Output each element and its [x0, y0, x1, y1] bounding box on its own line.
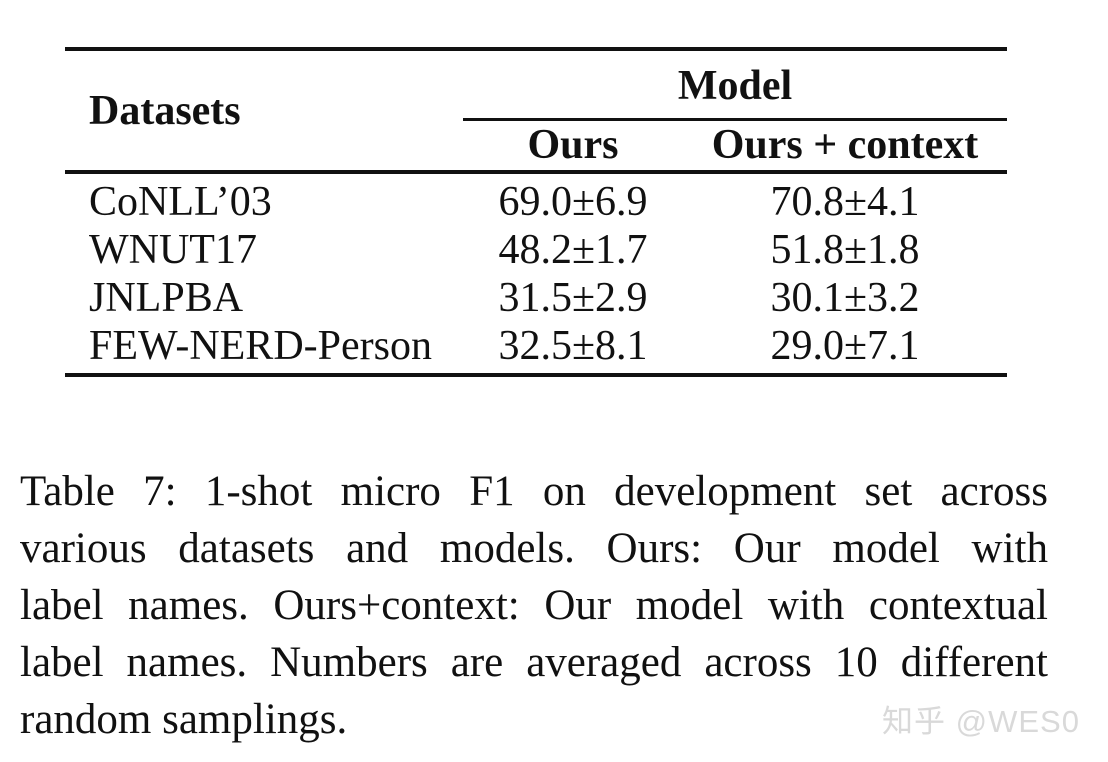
table-row: JNLPBA 31.5±2.9 30.1±3.2 — [65, 274, 1007, 322]
model-subheaders: Ours Ours + context — [463, 121, 1007, 170]
ours-value-cell: 31.5±2.9 — [498, 275, 648, 321]
ours-context-value-cell: 30.1±3.2 — [770, 275, 920, 321]
results-table: Datasets Model Ours Ours + context CoNLL… — [65, 47, 1007, 377]
caption-line: various datasets and models. Ours: Our m… — [20, 525, 1048, 572]
table-bottom-rule — [65, 373, 1007, 377]
caption-line: label names. Numbers are averaged across… — [20, 639, 1048, 686]
dataset-cell: FEW-NERD-Person — [89, 323, 432, 369]
model-column-group: Model Ours Ours + context — [463, 51, 1007, 170]
caption-line: random samplings. — [20, 696, 348, 743]
dataset-cell: WNUT17 — [89, 227, 257, 273]
table-row: CoNLL’03 69.0±6.9 70.8±4.1 — [65, 178, 1007, 226]
ours-context-column-header: Ours + context — [711, 122, 979, 168]
caption-line: Table 7: 1-shot micro F1 on development … — [20, 468, 1048, 515]
table-header-rule — [65, 170, 1007, 174]
table-row: FEW-NERD-Person 32.5±8.1 29.0±7.1 — [65, 322, 1007, 370]
ours-value-cell: 69.0±6.9 — [498, 179, 648, 225]
ours-context-value-cell: 51.8±1.8 — [770, 227, 920, 273]
ours-value-cell: 48.2±1.7 — [498, 227, 648, 273]
table-top-rule — [65, 47, 1007, 51]
datasets-column-header: Datasets — [89, 87, 241, 134]
table-body: CoNLL’03 69.0±6.9 70.8±4.1 WNUT17 48.2±1… — [65, 174, 1007, 373]
dataset-cell: CoNLL’03 — [89, 179, 272, 225]
ours-value-cell: 32.5±8.1 — [498, 323, 648, 369]
dataset-cell: JNLPBA — [89, 275, 244, 321]
ours-column-header: Ours — [527, 122, 619, 168]
table-header: Datasets Model Ours Ours + context — [65, 51, 1007, 170]
zhihu-watermark: 知乎 @WES0 — [882, 704, 1080, 739]
model-group-header: Model — [677, 63, 793, 109]
ours-context-value-cell: 70.8±4.1 — [770, 179, 920, 225]
ours-context-value-cell: 29.0±7.1 — [770, 323, 920, 369]
model-subheader-rule — [463, 118, 1007, 121]
table-caption: Table 7: 1-shot micro F1 on development … — [20, 463, 1048, 748]
caption-line: label names. Ours+context: Our model wit… — [20, 582, 1048, 629]
table-row: WNUT17 48.2±1.7 51.8±1.8 — [65, 226, 1007, 274]
